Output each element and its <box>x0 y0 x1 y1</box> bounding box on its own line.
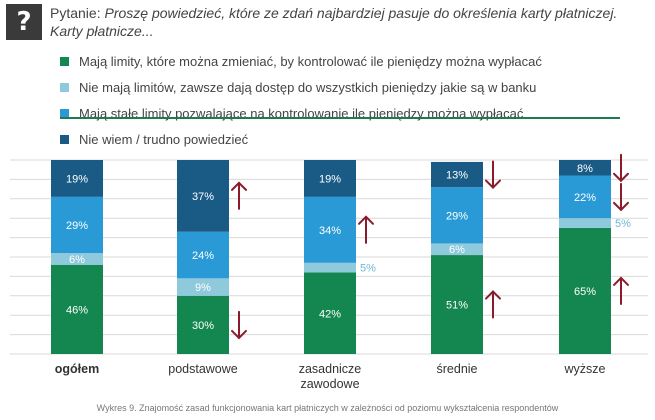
x-axis-labels: ogółem podstawowe zasadnicze zawodowe średni… <box>55 362 606 391</box>
data-label: 29% <box>66 220 88 232</box>
data-label: 13% <box>446 170 468 182</box>
bar-segment <box>304 272 356 354</box>
bar-segment <box>304 262 356 273</box>
bar-segment <box>431 161 483 188</box>
x-tick-label: ogółem <box>55 362 99 376</box>
data-label: 22% <box>574 192 596 204</box>
x-tick-label: średnie <box>437 362 478 376</box>
data-label: 6% <box>69 254 85 266</box>
data-label: 30% <box>192 320 214 332</box>
arrow-up-icon <box>613 276 629 305</box>
data-label: 34% <box>319 225 341 237</box>
bar-segment <box>177 160 229 232</box>
data-label: 19% <box>66 173 88 185</box>
data-label: 9% <box>195 282 211 294</box>
data-label: 5% <box>360 263 376 275</box>
legend-swatch <box>60 108 69 118</box>
bar-segment <box>51 264 103 354</box>
bar-segment <box>51 160 103 197</box>
legend: Mają limity, które można zmieniać, by ko… <box>60 48 650 152</box>
arrow-down-icon <box>613 182 629 212</box>
bar-segment <box>559 160 611 176</box>
legend-underline <box>60 117 620 119</box>
question-lead: Pytanie: <box>50 5 101 21</box>
arrow-up-icon <box>485 290 501 319</box>
data-label: 19% <box>319 173 341 185</box>
legend-item: Nie mają limitów, zawsze dają dostęp do … <box>60 74 650 100</box>
legend-label: Nie wiem / trudno powiedzieć <box>79 131 249 147</box>
bar-segment <box>559 175 611 219</box>
data-label: 51% <box>446 300 468 312</box>
x-tick-label: wyższe <box>564 362 606 376</box>
data-label: 65% <box>574 286 596 298</box>
x-tick-label: zasadnicze zawodowe <box>299 362 362 391</box>
question-mark-icon: ? <box>6 4 42 40</box>
data-label: 8% <box>577 163 593 175</box>
arrow-down-icon <box>613 153 629 183</box>
arrows <box>231 153 629 340</box>
figure-caption: Wykres 9. Znajomość zasad funkcjonowania… <box>96 403 559 413</box>
bar-segment <box>51 253 103 265</box>
data-label: 6% <box>449 244 465 256</box>
bars: 46% 6% 29% 19% 30% 9% 24% 37% 42% 5% 34% 19% 51% 6% 29… <box>51 160 631 354</box>
data-label: 24% <box>192 250 214 262</box>
bar-segment <box>177 278 229 296</box>
bar-segment <box>177 231 229 279</box>
bar-segment <box>559 218 611 228</box>
bar-segment <box>304 160 356 197</box>
legend-item: Mają stałe limity pozwalające na kontrol… <box>60 100 650 126</box>
legend-swatch <box>60 82 69 92</box>
bar-segment <box>559 227 611 354</box>
question-text: Pytanie: Proszę powiedzieć, które ze zda… <box>50 4 650 40</box>
arrow-up-icon <box>358 215 374 244</box>
x-tick-label: podstawowe <box>168 362 238 376</box>
arrow-down-icon <box>485 160 501 189</box>
data-label: 46% <box>66 304 88 316</box>
data-label: 37% <box>192 191 214 203</box>
bar-segment <box>177 295 229 354</box>
legend-label: Mają limity, które można zmieniać, by ko… <box>79 53 542 69</box>
legend-swatch <box>60 134 69 144</box>
data-label: 42% <box>319 308 341 320</box>
legend-swatch <box>60 56 69 66</box>
question-body: Proszę powiedzieć, które ze zdań najbard… <box>50 5 618 39</box>
arrow-down-icon <box>231 310 247 340</box>
stacked-bar-chart: 46% 6% 29% 19% 30% 9% 24% 37% 42% 5% 34% 19% 51% 6% 29… <box>10 153 648 391</box>
bar-segment <box>304 196 356 263</box>
bar-segment <box>431 187 483 244</box>
legend-item: Nie wiem / trudno powiedzieć <box>60 126 650 152</box>
bar-segment <box>51 196 103 254</box>
legend-item: Mają limity, które można zmieniać, by ko… <box>60 48 650 74</box>
bar-segment <box>431 255 483 354</box>
data-label: 29% <box>446 210 468 222</box>
bar-segment <box>431 243 483 256</box>
legend-label: Mają stałe limity pozwalające na kontrol… <box>79 105 524 121</box>
data-label: 5% <box>615 218 631 230</box>
legend-label: Nie mają limitów, zawsze dają dostęp do … <box>79 79 537 95</box>
arrow-up-icon <box>231 181 247 210</box>
